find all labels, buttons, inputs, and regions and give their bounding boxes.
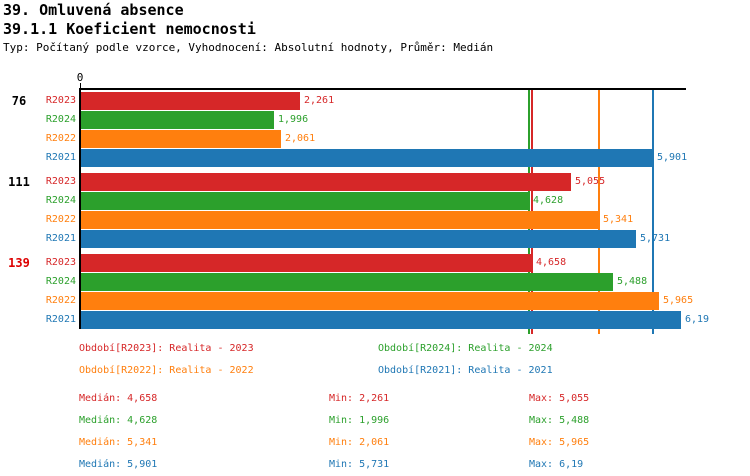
x-axis-origin-tick — [80, 83, 81, 88]
bar-series-label: R2022 — [45, 133, 76, 144]
stat-median-r2021: Medián: 5,901 — [79, 459, 158, 470]
chart-plot-area: 76 R2023 2,261 R2024 1,996 R2022 2,061 R2021 5,9… — [8, 88, 710, 334]
group-label: 76 — [11, 94, 27, 108]
bar-series-label: R2023 — [45, 95, 76, 106]
bar-series-label: R2023 — [45, 176, 76, 187]
stat-max-r2021: Max: 6,19 — [529, 459, 584, 470]
bar-r2024 — [81, 111, 274, 129]
bar-series-label: R2024 — [45, 114, 76, 125]
bar-value-label: 2,261 — [304, 95, 335, 106]
stat-max-r2022: Max: 5,965 — [529, 437, 590, 448]
bar-series-label: R2021 — [45, 314, 76, 325]
bar-r2022 — [81, 292, 659, 310]
bar-r2021 — [81, 311, 681, 329]
bar-r2022 — [81, 211, 599, 229]
bar-value-label: 1,996 — [278, 114, 309, 125]
bar-value-label: 5,901 — [657, 152, 688, 163]
bar-r2024 — [81, 192, 529, 210]
legend-item-r2021: Období[R2021]: Realita - 2021 — [378, 365, 553, 376]
bar-r2022 — [81, 130, 281, 148]
bar-series-label: R2021 — [45, 233, 76, 244]
median-line-r2022 — [598, 88, 600, 334]
bar-value-label: 4,628 — [533, 195, 564, 206]
stat-median-r2023: Medián: 4,658 — [79, 393, 158, 404]
bar-value-label: 5,731 — [640, 233, 671, 244]
bar-series-label: R2022 — [45, 295, 76, 306]
bar-value-label: 6,19 — [685, 314, 710, 325]
group-label: 139 — [8, 256, 30, 270]
bar-series-label: R2023 — [45, 257, 76, 268]
bar-series-label: R2024 — [45, 195, 76, 206]
stat-min-r2023: Min: 2,261 — [329, 393, 390, 404]
bar-value-label: 5,488 — [617, 276, 648, 287]
stat-median-r2024: Medián: 4,628 — [79, 415, 158, 426]
bar-r2023 — [81, 173, 571, 191]
group-label: 111 — [8, 175, 30, 189]
bar-series-label: R2024 — [45, 276, 76, 287]
stat-min-r2024: Min: 1,996 — [329, 415, 390, 426]
bar-r2023 — [81, 254, 532, 272]
page-title: 39. Omluvená absence — [3, 1, 184, 19]
bar-series-label: R2021 — [45, 152, 76, 163]
bar-value-label: 5,965 — [663, 295, 694, 306]
bar-r2023 — [81, 92, 300, 110]
chart-meta-info: Typ: Počítaný podle vzorce, Vyhodnocení:… — [3, 41, 494, 54]
legend-item-r2023: Období[R2023]: Realita - 2023 — [79, 343, 254, 354]
bar-r2021 — [81, 149, 653, 167]
bar-value-label: 4,658 — [536, 257, 567, 268]
x-axis-origin-label: 0 — [76, 71, 84, 84]
bar-series-label: R2022 — [45, 214, 76, 225]
y-axis-line — [79, 88, 81, 329]
stat-max-r2024: Max: 5,488 — [529, 415, 590, 426]
legend-item-r2024: Období[R2024]: Realita - 2024 — [378, 343, 553, 354]
bar-value-label: 2,061 — [285, 133, 316, 144]
bar-r2024 — [81, 273, 613, 291]
bar-r2021 — [81, 230, 636, 248]
median-line-r2021 — [652, 88, 654, 334]
stat-min-r2022: Min: 2,061 — [329, 437, 390, 448]
bar-value-label: 5,055 — [575, 176, 606, 187]
stat-min-r2021: Min: 5,731 — [329, 459, 390, 470]
stat-max-r2023: Max: 5,055 — [529, 393, 590, 404]
stat-median-r2022: Medián: 5,341 — [79, 437, 158, 448]
legend-item-r2022: Období[R2022]: Realita - 2022 — [79, 365, 254, 376]
x-axis-line — [80, 88, 686, 90]
indicator-subtitle: 39.1.1 Koeficient nemocnosti — [3, 20, 256, 38]
bar-value-label: 5,341 — [603, 214, 634, 225]
